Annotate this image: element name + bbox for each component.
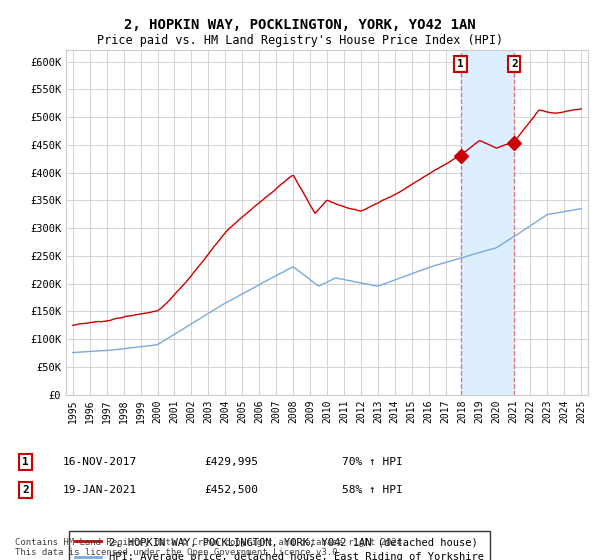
Text: 58% ↑ HPI: 58% ↑ HPI (342, 485, 403, 495)
Text: Price paid vs. HM Land Registry's House Price Index (HPI): Price paid vs. HM Land Registry's House … (97, 34, 503, 46)
Text: 19-JAN-2021: 19-JAN-2021 (63, 485, 137, 495)
Text: 1: 1 (22, 457, 29, 467)
Text: 16-NOV-2017: 16-NOV-2017 (63, 457, 137, 467)
Text: £429,995: £429,995 (204, 457, 258, 467)
Text: 2: 2 (511, 59, 518, 69)
Text: 2, HOPKIN WAY, POCKLINGTON, YORK, YO42 1AN: 2, HOPKIN WAY, POCKLINGTON, YORK, YO42 1… (124, 18, 476, 32)
Text: 70% ↑ HPI: 70% ↑ HPI (342, 457, 403, 467)
Bar (461, 50, 514, 395)
Text: 2: 2 (22, 485, 29, 495)
Legend: 2, HOPKIN WAY, POCKLINGTON, YORK, YO42 1AN (detached house), HPI: Average price,: 2, HOPKIN WAY, POCKLINGTON, YORK, YO42 1… (68, 531, 490, 560)
Text: Contains HM Land Registry data © Crown copyright and database right 2024.
This d: Contains HM Land Registry data © Crown c… (15, 538, 407, 557)
Text: £452,500: £452,500 (204, 485, 258, 495)
Text: 1: 1 (457, 59, 464, 69)
